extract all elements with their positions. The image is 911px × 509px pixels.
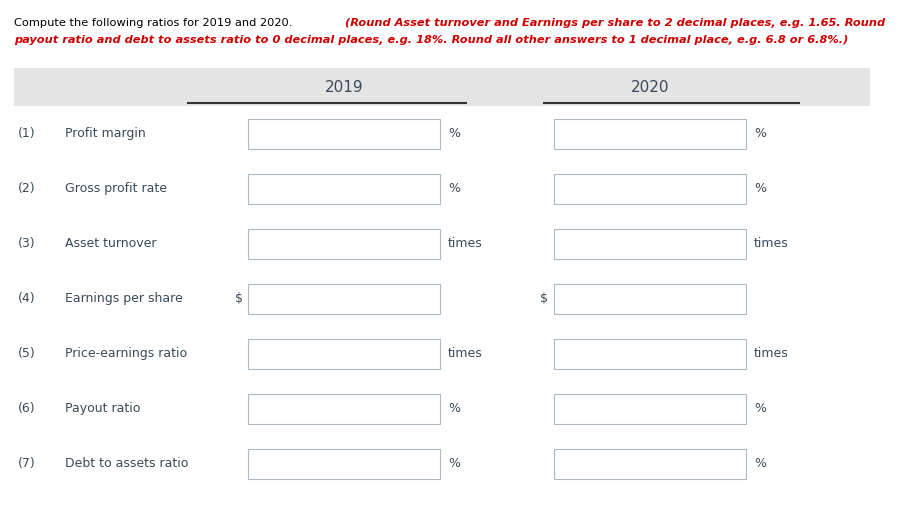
Bar [554, 338, 746, 369]
Bar [248, 338, 440, 369]
Text: %: % [448, 127, 460, 140]
Bar [248, 448, 440, 478]
Text: times: times [448, 347, 483, 360]
Text: payout ratio and debt to assets ratio to 0 decimal places, e.g. 18%. Round all o: payout ratio and debt to assets ratio to… [14, 35, 848, 45]
Text: %: % [754, 182, 766, 195]
Text: (4): (4) [18, 292, 36, 305]
Bar [554, 229, 746, 259]
Text: %: % [754, 402, 766, 415]
Bar [248, 119, 440, 149]
Text: 2020: 2020 [630, 79, 670, 95]
Text: (3): (3) [18, 237, 36, 250]
Bar [554, 448, 746, 478]
Text: Asset turnover: Asset turnover [65, 237, 157, 250]
Text: %: % [448, 182, 460, 195]
Text: Profit margin: Profit margin [65, 127, 146, 140]
Bar [554, 119, 746, 149]
Bar [554, 284, 746, 314]
Bar [248, 284, 440, 314]
Bar [14, 68, 870, 106]
Text: (2): (2) [18, 182, 36, 195]
Text: Price-earnings ratio: Price-earnings ratio [65, 347, 187, 360]
Bar [248, 174, 440, 204]
Text: %: % [754, 127, 766, 140]
Text: %: % [448, 457, 460, 470]
Text: times: times [754, 237, 789, 250]
Text: (7): (7) [18, 457, 36, 470]
Bar [554, 174, 746, 204]
Text: 2019: 2019 [324, 79, 363, 95]
Text: %: % [448, 402, 460, 415]
Bar [554, 393, 746, 423]
Text: $: $ [540, 292, 548, 305]
Text: times: times [754, 347, 789, 360]
Text: (Round Asset turnover and Earnings per share to 2 decimal places, e.g. 1.65. Rou: (Round Asset turnover and Earnings per s… [345, 18, 885, 28]
Bar [248, 229, 440, 259]
Text: Gross profit rate: Gross profit rate [65, 182, 167, 195]
Text: (1): (1) [18, 127, 36, 140]
Text: Compute the following ratios for 2019 and 2020.: Compute the following ratios for 2019 an… [14, 18, 296, 28]
Text: (6): (6) [18, 402, 36, 415]
Text: %: % [754, 457, 766, 470]
Text: Debt to assets ratio: Debt to assets ratio [65, 457, 189, 470]
Text: Earnings per share: Earnings per share [65, 292, 183, 305]
Bar [248, 393, 440, 423]
Text: times: times [448, 237, 483, 250]
Text: $: $ [235, 292, 243, 305]
Text: Payout ratio: Payout ratio [65, 402, 140, 415]
Text: (5): (5) [18, 347, 36, 360]
